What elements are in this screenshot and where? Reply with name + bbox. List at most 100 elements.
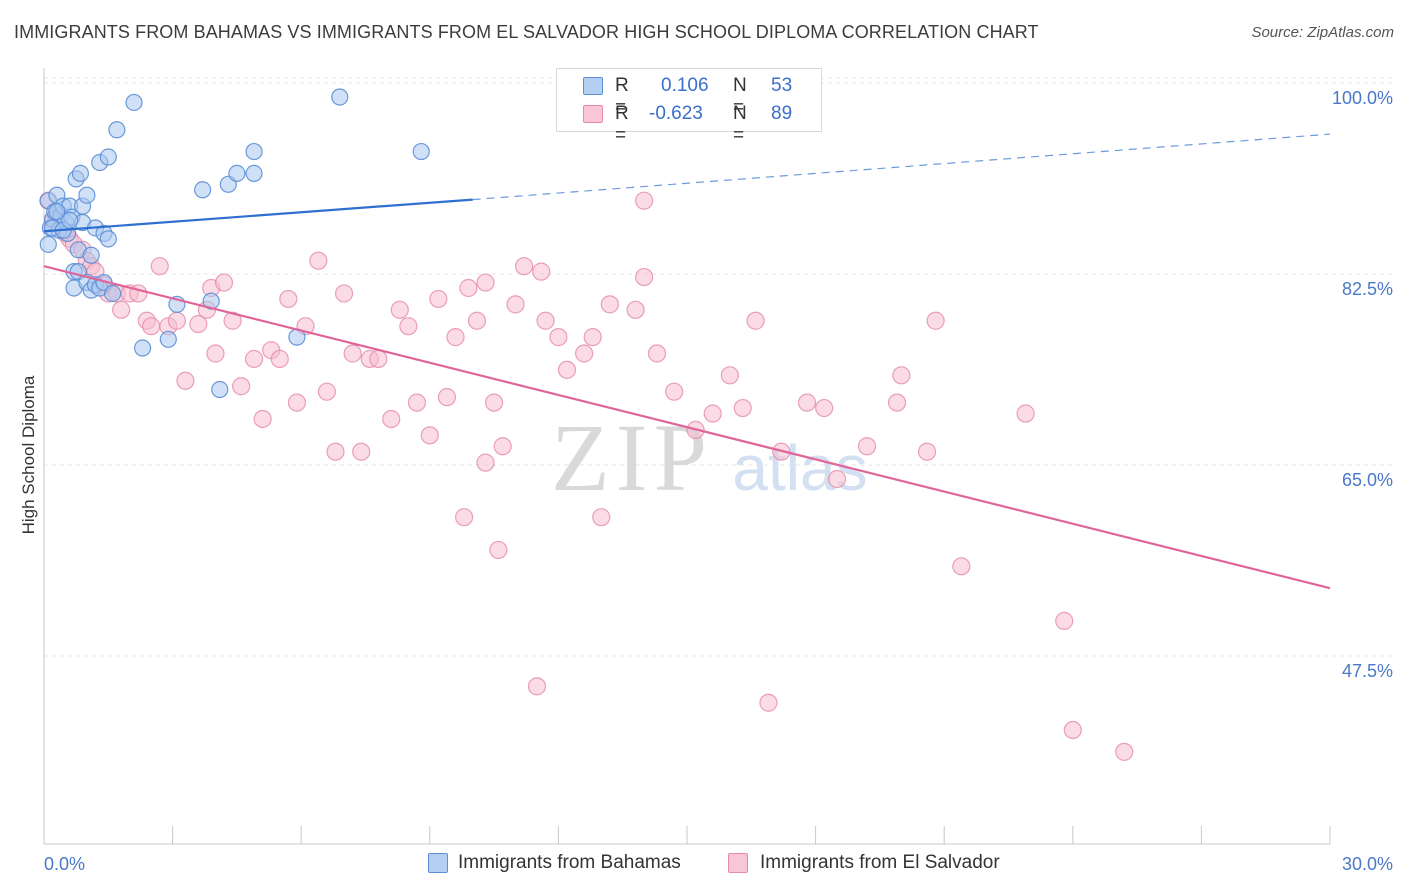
salvador-point-80	[887, 393, 907, 412]
source-label: Source: ZipAtlas.com	[1251, 24, 1394, 41]
salvador-point-59	[532, 262, 551, 281]
bottom-legend-swatch-salvador	[728, 853, 748, 873]
salvador-point-41	[352, 442, 371, 461]
y-tick-label-0: 100.0%	[1332, 88, 1393, 108]
salvador-point-81	[892, 366, 911, 385]
correlation-legend: R = 0.106 N = 53 R = -0.623 N = 89	[556, 68, 822, 146]
legend-r-value-salvador: -0.623	[649, 103, 703, 124]
salvador-point-84	[952, 557, 971, 576]
salvador-point-64	[583, 328, 602, 347]
legend-r-label: R =	[615, 75, 629, 118]
salvador-point-65	[600, 295, 619, 314]
legend-r-value-bahamas: 0.106	[661, 75, 709, 96]
salvador-point-26	[214, 273, 234, 292]
salvador-point-63	[575, 344, 594, 363]
salvador-point-57	[506, 295, 525, 314]
salvador-point-21	[176, 371, 195, 390]
salvador-point-40	[343, 344, 362, 363]
salvador-point-53	[467, 311, 487, 330]
salvador-point-61	[549, 328, 568, 347]
bahamas-trendline-extension	[472, 133, 1331, 201]
salvador-point-85	[1016, 404, 1035, 423]
bahamas-point-32	[99, 148, 117, 166]
salvador-point-54	[476, 273, 495, 292]
salvador-point-56	[493, 437, 512, 456]
salvador-point-73	[733, 398, 752, 418]
salvador-point-51	[446, 328, 465, 347]
salvador-point-79	[857, 437, 877, 456]
salvador-point-58	[515, 257, 534, 276]
salvador-point-72	[720, 366, 739, 385]
salvador-point-69	[665, 382, 684, 401]
bahamas-point-31	[99, 230, 117, 248]
x-ticks	[43, 826, 1331, 844]
salvador-point-89	[759, 693, 778, 712]
salvador-point-74	[746, 311, 765, 330]
salvador-point-93	[592, 508, 611, 527]
bahamas-point-43	[228, 164, 246, 182]
salvador-point-25	[206, 344, 225, 363]
salvador-point-60	[536, 311, 555, 330]
y-axis-label: High School Diploma	[19, 375, 38, 534]
x-tick-label-min: 0.0%	[44, 854, 85, 874]
salvador-trendline	[43, 265, 1331, 590]
legend-n-label: N =	[733, 75, 747, 118]
legend-r-label: R =	[615, 103, 629, 146]
legend-n-label: N =	[733, 103, 747, 146]
bahamas-point-52	[48, 203, 66, 221]
bahamas-point-35	[125, 93, 143, 112]
bottom-legend-swatch-bahamas	[428, 853, 448, 873]
salvador-point-67	[635, 267, 654, 287]
salvador-point-87	[527, 677, 547, 696]
salvador-point-17	[142, 317, 161, 336]
legend-swatch-salvador	[583, 105, 603, 123]
bahamas-point-23	[82, 246, 100, 264]
salvador-point-91	[1115, 742, 1134, 761]
salvador-point-95	[489, 540, 508, 560]
salvador-point-47	[407, 393, 427, 412]
salvador-point-71	[703, 404, 722, 423]
salvador-point-76	[797, 393, 817, 412]
salvador-point-18	[150, 257, 169, 276]
salvador-point-90	[1063, 720, 1082, 740]
salvador-point-36	[309, 251, 328, 270]
y-tick-label-2: 65.0%	[1342, 470, 1393, 490]
salvador-point-13	[112, 300, 131, 319]
salvador-point-32	[270, 349, 289, 369]
salvador-point-44	[382, 409, 401, 429]
salvador-point-83	[926, 311, 945, 330]
salvador-point-48	[420, 426, 439, 445]
bahamas-point-41	[211, 380, 229, 399]
salvador-point-33	[279, 289, 298, 309]
watermark-zip: ZIP	[551, 404, 713, 511]
gridlines	[44, 77, 1393, 657]
bahamas-point-47	[331, 88, 349, 106]
legend-n-value-salvador: 89	[771, 103, 793, 124]
salvador-point-68	[647, 344, 667, 363]
bahamas-point-21	[78, 186, 96, 204]
bahamas-point-37	[159, 330, 177, 348]
salvador-point-46	[399, 317, 418, 336]
salvador-point-29	[244, 349, 264, 369]
salvador-point-38	[326, 442, 345, 461]
bahamas-point-44	[245, 164, 263, 182]
salvador-point-77	[815, 398, 834, 418]
salvador-point-82	[917, 442, 937, 461]
salvador-point-62	[557, 360, 577, 379]
x-tick-label-max: 30.0%	[1342, 854, 1393, 874]
salvador-point-34	[287, 393, 307, 412]
bahamas-point-33	[103, 284, 122, 303]
salvador-point-28	[232, 377, 251, 396]
bottom-legend-label-bahamas: Immigrants from Bahamas	[458, 852, 681, 873]
legend-swatch-bahamas	[583, 77, 603, 95]
bahamas-point-36	[133, 339, 152, 357]
salvador-point-43	[369, 349, 388, 369]
salvador-point-49	[429, 289, 448, 309]
salvador-point-66	[626, 300, 645, 319]
salvador-point-86	[1055, 611, 1074, 630]
salvador-point-30	[253, 409, 272, 429]
bahamas-point-34	[108, 121, 126, 139]
salvador-point-27	[223, 311, 242, 330]
salvador-point-45	[390, 300, 409, 319]
